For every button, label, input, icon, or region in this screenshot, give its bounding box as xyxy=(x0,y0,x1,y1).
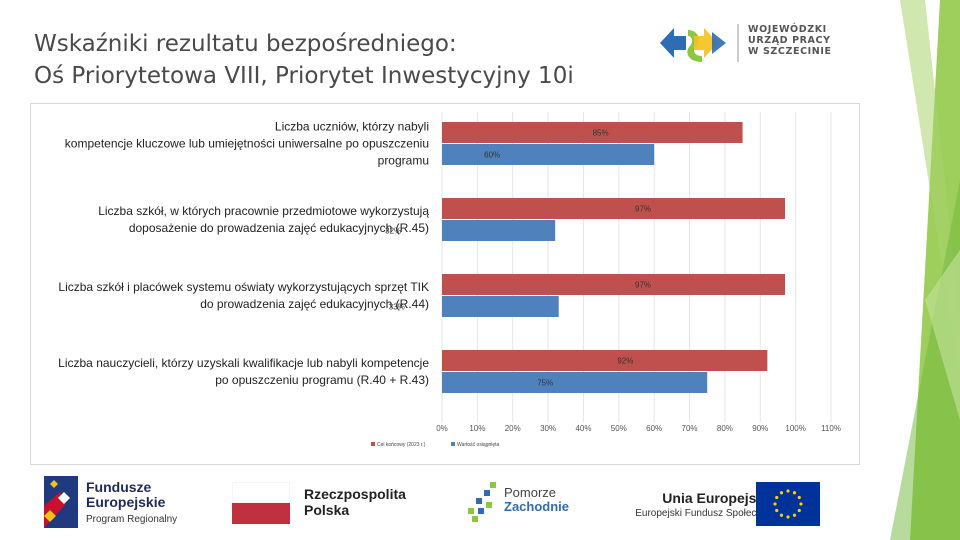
bar xyxy=(442,144,655,165)
eu-star-icon xyxy=(792,491,797,495)
eu-star-icon xyxy=(773,502,777,506)
tick-label: 10% xyxy=(469,424,485,433)
legend-label: Wartość osiągnięta xyxy=(457,442,500,448)
data-label: 60% xyxy=(484,151,500,160)
tick-label: 70% xyxy=(682,424,698,433)
tick-label: 50% xyxy=(611,424,627,433)
eu-star-icon xyxy=(786,489,790,493)
tick-label: 90% xyxy=(752,424,768,433)
bar xyxy=(442,220,556,241)
bar xyxy=(442,274,786,295)
category-label: do prowadzenia zajęć edukacyjnych (R.44) xyxy=(200,297,429,311)
category-label: Liczba szkół, w których pracownie przedm… xyxy=(98,204,429,218)
eu-star-icon xyxy=(779,491,784,495)
category-label: Liczba szkół i placówek systemu oświaty … xyxy=(58,280,429,294)
tick-label: 20% xyxy=(505,424,521,433)
decorative-side-shapes xyxy=(890,0,960,540)
unia-europejska-text: Unia Europejska Europejski Fundusz Społe… xyxy=(635,490,772,519)
tick-label: 60% xyxy=(646,424,662,433)
tick-label: 110% xyxy=(821,424,841,433)
tick-label: 40% xyxy=(575,424,591,433)
legend-swatch xyxy=(371,442,375,446)
category-label: programu xyxy=(378,154,429,168)
category-label: kompetencje kluczowe lub umiejętności un… xyxy=(65,137,429,151)
pomorze-zachodnie-icon xyxy=(468,482,496,522)
fundusze-europejskie-icon xyxy=(44,476,78,528)
pomorze-zachodnie-text: Pomorze Zachodnie xyxy=(504,485,570,514)
chart-container: 85% 60% Liczba uczniów, którzy nabyli kompe… xyxy=(30,103,860,465)
bar xyxy=(442,198,786,219)
tick-label: 30% xyxy=(540,424,556,433)
eu-star-icon xyxy=(799,502,803,506)
eu-flag-icon xyxy=(756,482,820,526)
bar xyxy=(442,296,559,317)
bar-chart: 85% 60% Liczba uczniów, którzy nabyli kompe… xyxy=(58,112,841,448)
tick-label: 0% xyxy=(436,424,448,433)
category-label: Liczba uczniów, którzy nabyli xyxy=(275,120,429,134)
data-label: 97% xyxy=(635,205,651,214)
eu-star-icon xyxy=(786,515,790,519)
data-label: 32% xyxy=(385,227,401,236)
category-label: po opuszczeniu programu (R.40 + R.43) xyxy=(215,373,429,387)
data-label: 75% xyxy=(537,379,553,388)
tick-label: 80% xyxy=(717,424,733,433)
legend-label: Cel końcowy (2023 r.) xyxy=(377,442,426,448)
data-label: 85% xyxy=(593,129,609,138)
eu-star-icon xyxy=(792,513,797,517)
page-title-line1: Wskaźniki rezultatu bezpośredniego: xyxy=(34,31,457,57)
bar xyxy=(442,372,708,393)
fundusze-europejskie-text: Fundusze Europejskie Program Regionalny xyxy=(86,479,178,526)
page-title: Wskaźniki rezultatu bezpośredniego: Oś P… xyxy=(34,28,594,92)
wup-logo-text: WOJEWÓDZKI URZĄD PRACY W SZCZECINIE xyxy=(748,24,832,57)
rzeczpospolita-polska-text: Rzeczpospolita Polska xyxy=(304,486,406,518)
legend-swatch xyxy=(451,442,455,446)
eu-star-icon xyxy=(779,513,784,517)
eu-star-icon xyxy=(775,495,779,500)
eu-star-icon xyxy=(775,508,779,513)
bar xyxy=(442,350,768,371)
page-title-line2: Oś Priorytetowa VIII, Priorytet Inwestyc… xyxy=(34,63,574,89)
tick-label: 100% xyxy=(785,424,805,433)
data-label: 92% xyxy=(617,357,633,366)
wup-logo-icon xyxy=(660,24,739,62)
eu-star-icon xyxy=(797,508,801,513)
footer-logos: Fundusze Europejskie Program Regionalny … xyxy=(0,466,960,540)
eu-star-icon xyxy=(797,495,801,500)
data-label: 97% xyxy=(635,281,651,290)
category-label: doposażenie do prowadzenia zajęć edukacy… xyxy=(129,221,429,235)
data-label: 33% xyxy=(389,303,405,312)
bar xyxy=(442,122,743,143)
category-label: Liczba nauczycieli, którzy uzyskali kwal… xyxy=(58,356,429,370)
polish-flag-icon xyxy=(232,482,290,524)
